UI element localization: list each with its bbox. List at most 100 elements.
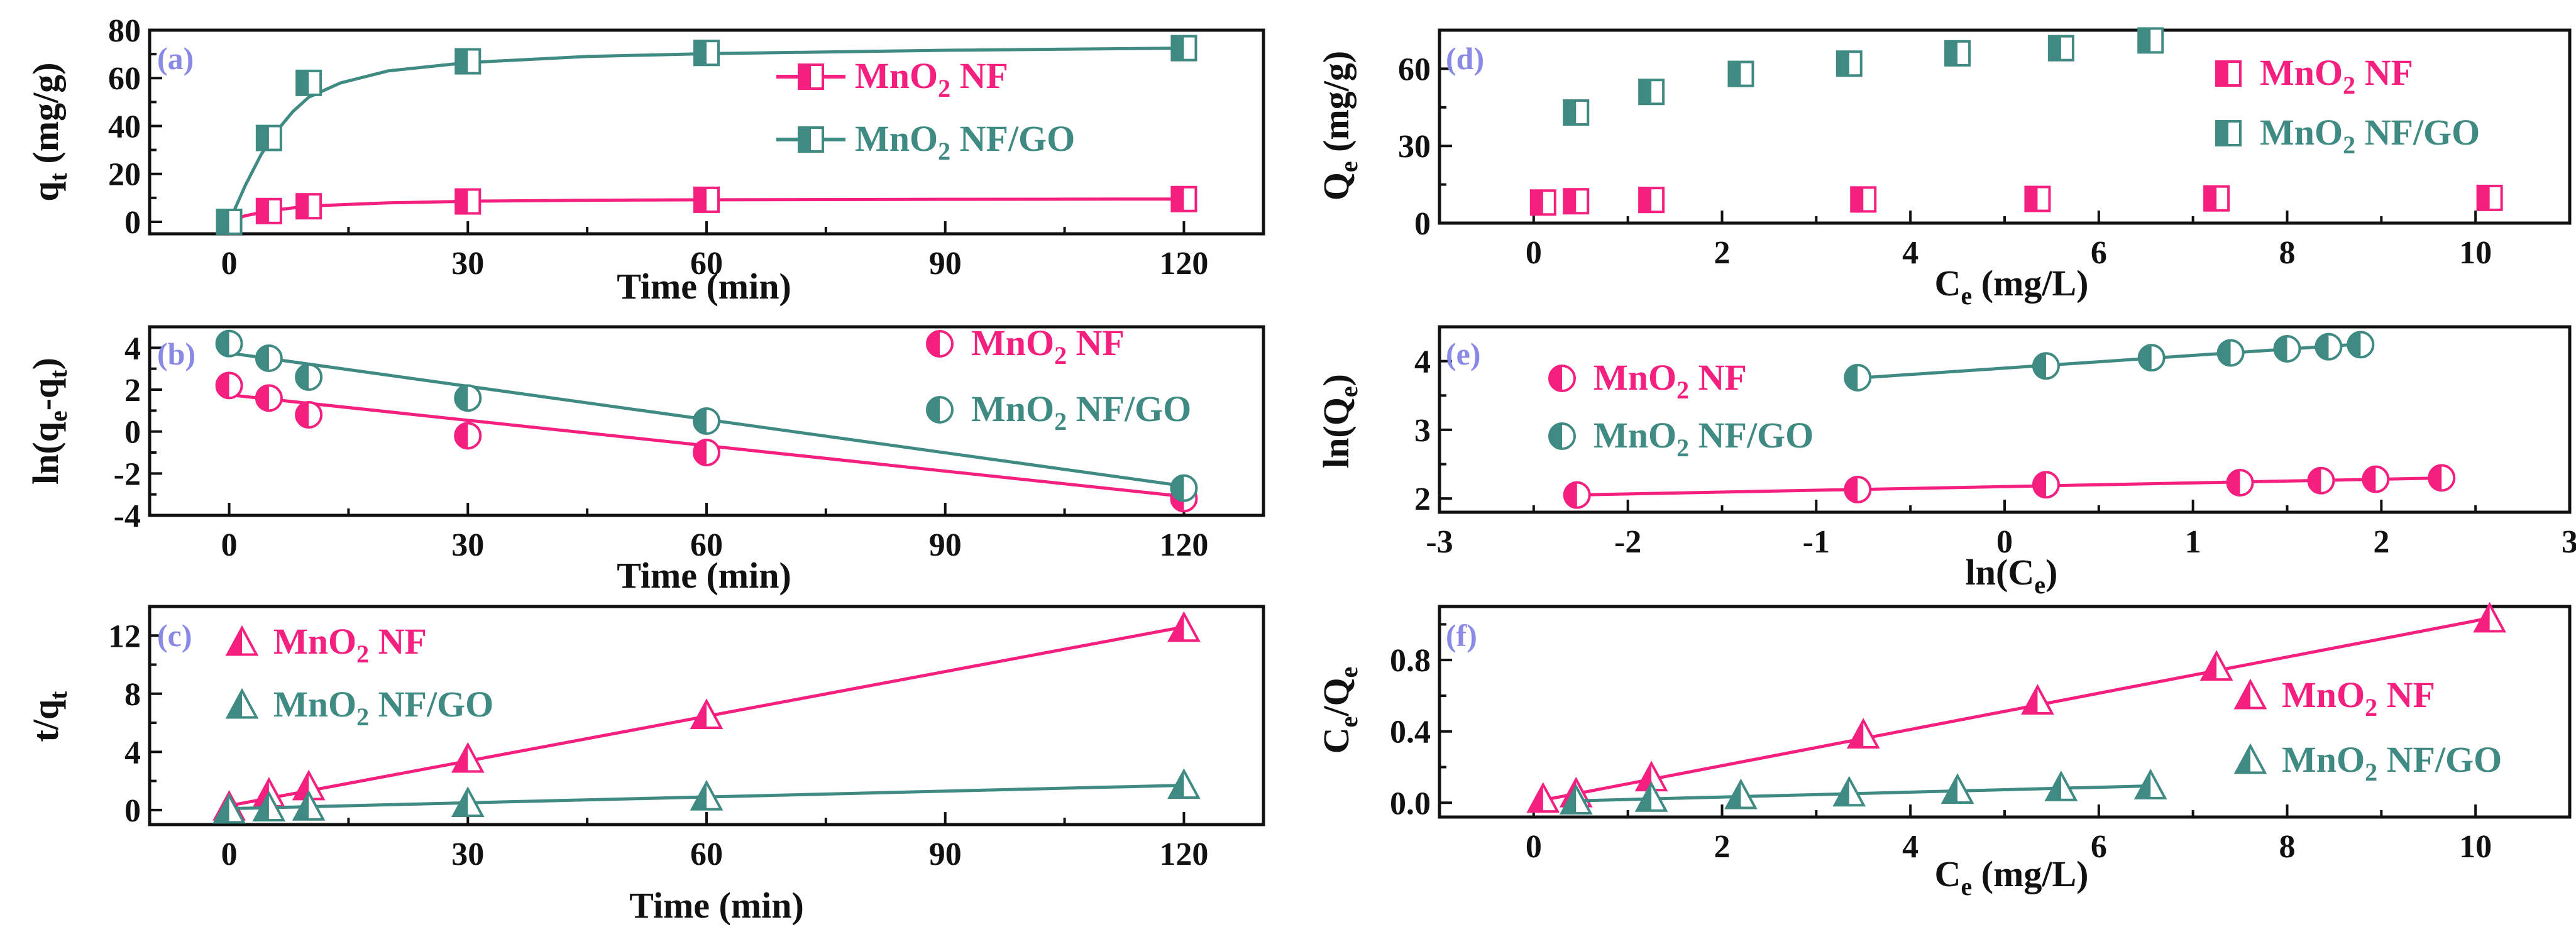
panel-d-xtick-label: 8 [2279,235,2296,271]
panel-f-legend-marker [2233,678,2267,710]
panel-b-point [693,407,720,435]
panel-e-legend-marker [1548,422,1576,450]
panel-c-ylabel: t/qt [25,691,72,742]
panel-b-point [255,384,283,412]
panel-e-ytick-label: 4 [1414,344,1431,380]
panel-e-point [1844,475,1872,503]
panel-a-series-2 [216,35,1197,235]
panel-b-point [454,422,482,450]
panel-f-point [2199,650,2233,681]
panel-e-point [2216,339,2245,367]
panel-e-legend-marker [1548,365,1576,392]
panel-c-point [451,742,485,773]
panel-e-series-2 [1844,331,2375,392]
panel-e-panel-label: (e) [1446,336,1481,371]
panel-e-point [2347,331,2375,359]
panel-b-point [215,329,243,358]
panel-d-point [1638,79,1665,106]
panel-f: 0 2 4 6 8 10 0.0 0.4 0.8 Ce (mg/L) Ce/Qe (f) MnO2 NF… [1316,601,2572,901]
panel-a-xtick-label: 120 [1159,246,1208,282]
panel-f-series-2 [1559,769,2167,815]
panel-e-point [2032,471,2060,499]
panel-b-ytick-label: 2 [124,373,141,409]
panel-f-xtick-label: 8 [2279,829,2296,865]
panel-c-legend-entry-2: MnO2 NF/GO [225,684,493,731]
panel-c-legend-entry-1: MnO2 NF [225,621,427,668]
panel-a-legend-entry-1: MnO2 NF [776,55,1008,102]
panel-f-xtick-label: 2 [1714,829,1731,865]
panel-f-panel-label: (f) [1446,618,1477,653]
panel-b-legend-entry-2: MnO2 NF/GO [926,388,1191,436]
panel-d-legend-marker [2215,60,2242,87]
panel-f-ylabel: Ce/Qe [1316,667,1363,754]
panel-d-xtick-label: 10 [2459,235,2492,271]
panel-e-xtick-label: 0 [1996,524,2013,560]
panel-e-point [1844,363,1872,392]
panel-e-point [2362,465,2390,493]
panel-a: 0 30 60 90 120 0 20 40 60 80 Time (min) qt (mg/g) (a… [25,13,1265,307]
panel-d-legend-entry-1: MnO2 NF [2215,52,2413,99]
panel-a-series-1 [228,185,1197,224]
panel-a-point [693,186,720,213]
panel-d-xtick-label: 6 [2091,235,2107,271]
panel-c-ytick-label: 8 [124,677,141,713]
panel-b-series-1 [215,371,1198,513]
panel-a-panel-label: (a) [157,41,194,76]
panel-b-point [295,401,323,429]
panel-b-xtick-label: 60 [690,527,723,563]
panel-a-point [454,188,482,215]
panel-e-point [1563,481,1591,509]
panel-e-series-1 [1563,464,2456,509]
panel-c-xtick-label: 60 [690,837,723,872]
panel-c-point [252,791,286,821]
panel-a-xtick-label: 30 [451,246,484,282]
panel-d-xlabel: Ce (mg/L) [1935,263,2089,310]
panel-b-ytick-label: 4 [124,331,141,366]
panel-f-ytick-label: 0.8 [1390,643,1431,679]
panel-d-ytick-label: 0 [1414,206,1431,242]
panel-f-xtick-label: 10 [2459,829,2492,865]
panel-a-ytick-label: 80 [108,13,141,49]
panel-b: 0 30 60 90 120 -4 -2 0 2 4 Time (min) ln(qe-qt) (b) M… [25,322,1265,596]
panel-c-point [1167,768,1201,799]
panel-d-panel-label: (d) [1446,41,1484,76]
panel-e-legend-entry-1: MnO2 NF [1548,357,1747,404]
panel-e-point [2428,464,2456,492]
panel-b-xtick-label: 0 [221,527,238,563]
panel-e-point [2315,332,2343,361]
panel-f-xlabel: Ce (mg/L) [1935,853,2089,901]
panel-c-point [212,793,246,824]
panel-f-legend-marker [2233,743,2267,774]
panel-f-ytick-label: 0.0 [1390,786,1431,821]
panel-b-legend-label: MnO2 NF/GO [971,388,1191,436]
panel-c-point [690,698,724,730]
panel-d: 0 2 4 6 8 10 0 30 60 Ce (mg/L) Qe (mg/g) (d) MnO2 NF… [1316,27,2572,310]
panel-d-xtick-label: 0 [1526,235,1542,271]
panel-f-legend-label: MnO2 NF/GO [2282,739,2502,786]
panel-f-xtick-label: 6 [2091,829,2107,865]
panel-e-fit-line-1 [1571,476,2448,497]
panel-a-ytick-label: 20 [108,157,141,193]
panel-c: 0 30 60 90 120 0 4 8 12 Time (min) t/qt (c) MnO2 NF M… [25,605,1265,926]
panel-c-ytick-label: 0 [124,793,141,829]
panel-f-legend-entry-1: MnO2 NF [2233,674,2435,722]
panel-a-point [295,69,322,96]
panel-a-xtick-label: 60 [690,246,723,282]
panel-a-point [1170,185,1197,212]
panel-c-point [451,786,485,818]
panel-d-xtick-label: 4 [1902,235,1918,271]
panel-b-point [454,384,482,412]
panel-f-xtick-label: 0 [1526,829,1542,865]
panel-e-xtick-label: 2 [2373,524,2389,560]
panel-b-panel-label: (b) [157,336,195,371]
panel-e-point [2307,466,2335,495]
panel-f-legend-entry-2: MnO2 NF/GO [2233,739,2502,786]
panel-d-point [1944,40,1971,67]
panel-c-ytick-label: 12 [108,618,141,654]
panel-d-legend-marker [2215,120,2242,146]
panel-d-series-1 [1529,184,2503,216]
panel-a-legend-label: MnO2 NF [855,55,1008,102]
panel-a-legend-label: MnO2 NF/GO [855,118,1075,165]
panel-f-point [2473,601,2506,633]
panel-e-ytick-label: 2 [1414,481,1431,517]
